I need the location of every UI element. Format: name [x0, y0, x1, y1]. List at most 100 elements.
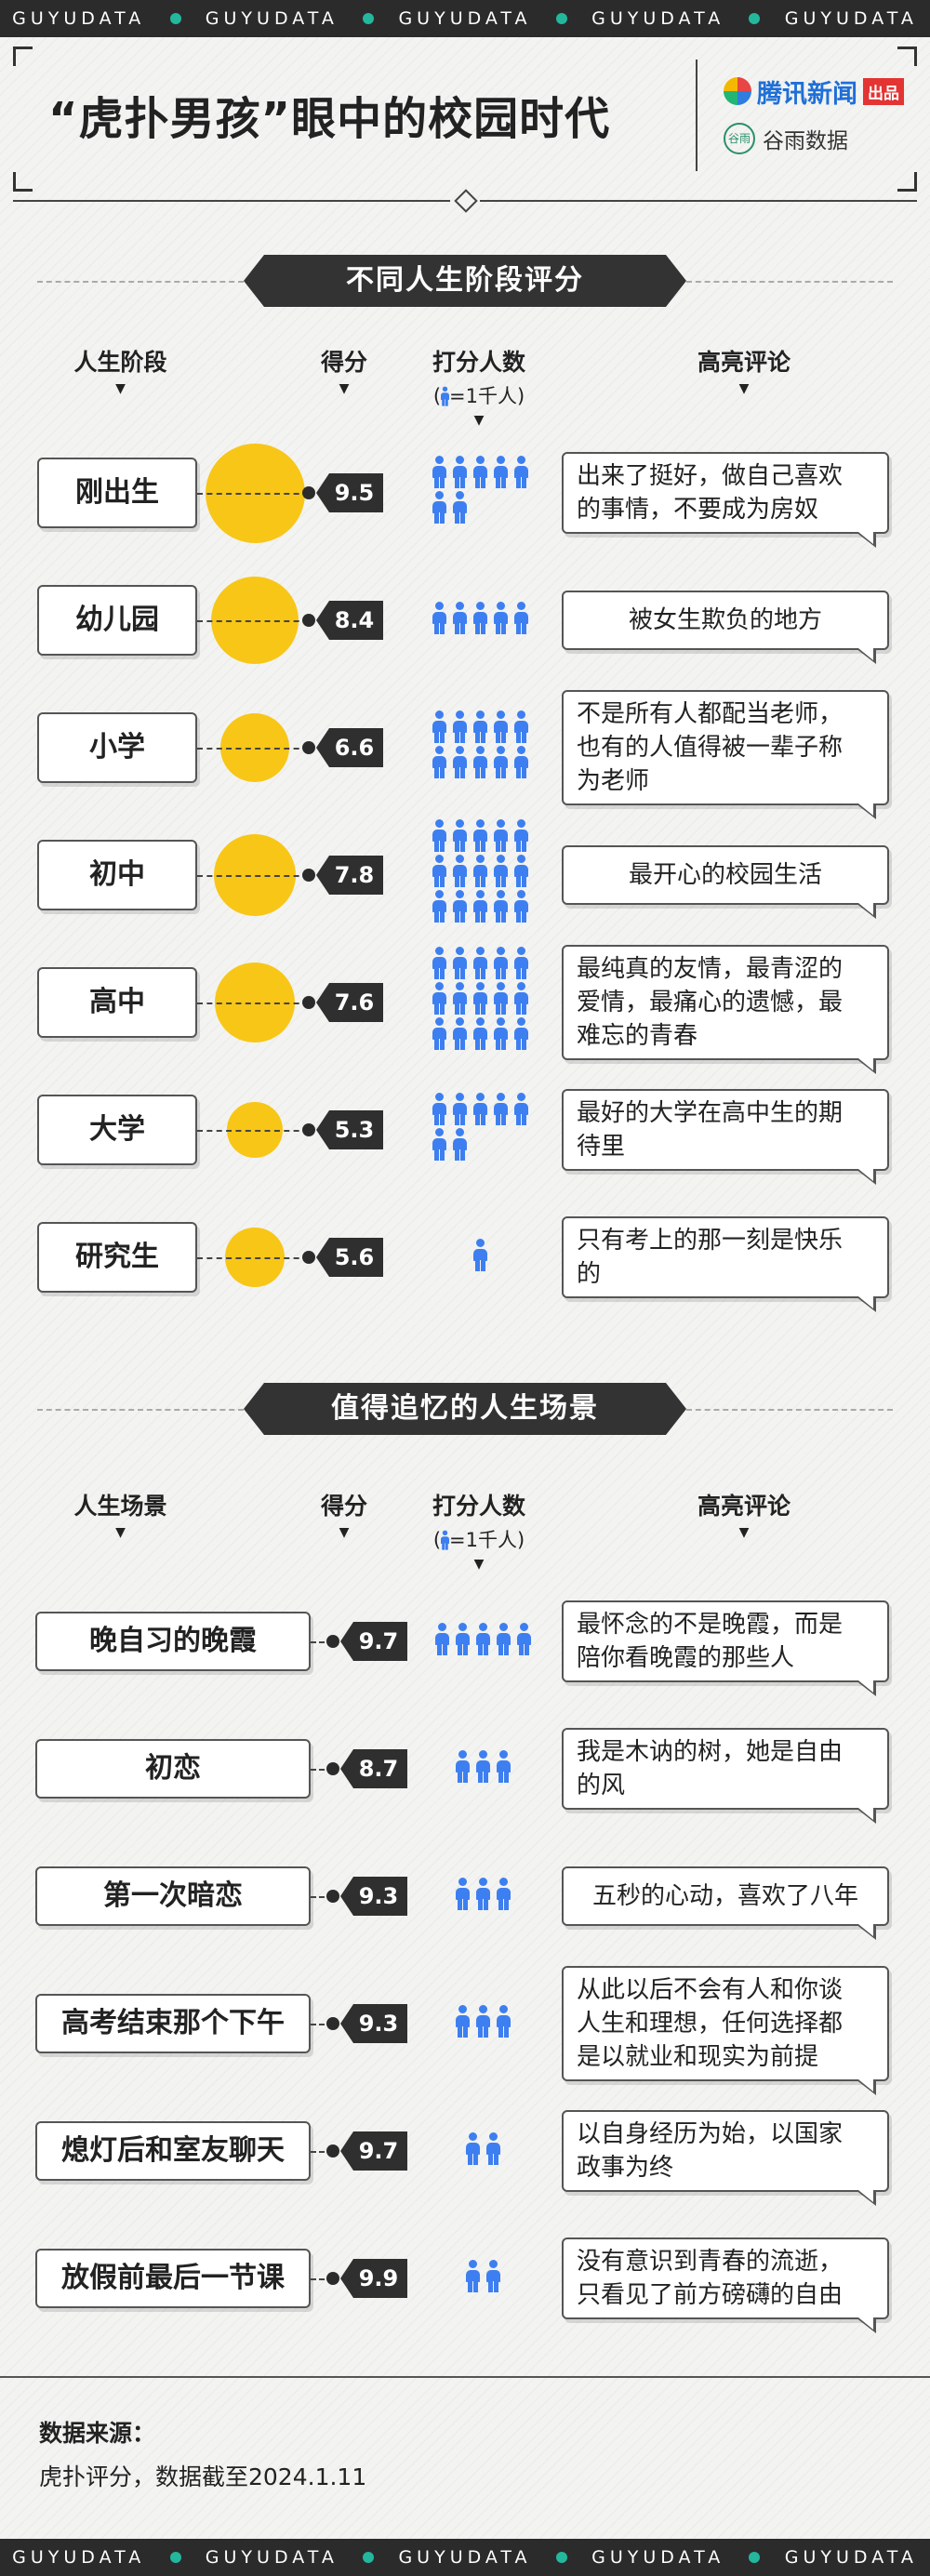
highlight-comment: 最好的大学在高中生的期 待里	[562, 1089, 889, 1185]
person-icon	[471, 602, 490, 637]
section-dash	[686, 1409, 893, 1411]
leader-knob	[326, 1890, 339, 1903]
comment-line: 最纯真的友情，最青涩的	[577, 955, 844, 983]
brand1-name: 腾讯新闻	[757, 79, 857, 109]
person-icon	[450, 1093, 470, 1128]
score-value: 9.7	[340, 2131, 407, 2171]
comment-line: 最怀念的不是晚霞，而是	[577, 1611, 844, 1639]
person-icon	[494, 1623, 513, 1658]
person-icon	[491, 855, 511, 890]
people-unit-text: =1千人	[449, 1529, 517, 1551]
highlight-comment: 最开心的校园生活	[562, 845, 889, 919]
column-header: 得分 ▼	[307, 344, 381, 396]
leader-line	[311, 2151, 333, 2153]
person-icon	[450, 1128, 470, 1163]
corner-mark	[13, 172, 33, 192]
page-title: “虎扑男孩”眼中的校园时代	[48, 93, 611, 145]
leader-line	[197, 1257, 309, 1259]
leader-line	[311, 1641, 333, 1643]
person-icon	[430, 710, 449, 746]
row-label: 高中	[37, 967, 197, 1038]
ticker-text: GUYUDATA	[784, 2547, 918, 2568]
person-icon	[430, 982, 449, 1017]
rater-people	[453, 1878, 555, 1913]
person-icon	[494, 1878, 513, 1913]
person-icon	[471, 1239, 490, 1274]
person-icon	[512, 1093, 531, 1128]
brand1-tag: 出品	[863, 77, 904, 105]
comment-line: 的风	[577, 1772, 626, 1799]
comment-line: 政事为终	[577, 2154, 674, 2182]
people-unit-legend: (=1千人)	[432, 1529, 525, 1551]
ticker-dot-icon	[555, 2552, 567, 2563]
leader-knob	[302, 614, 315, 627]
comment-line: 为老师	[577, 767, 650, 795]
comment-line: 五秒的心动，喜欢了八年	[591, 1882, 858, 1910]
person-icon	[432, 1623, 452, 1658]
chevron-down-icon: ▼	[473, 1557, 485, 1572]
corner-mark	[13, 46, 33, 66]
rater-people	[430, 710, 532, 781]
rater-people	[430, 819, 532, 925]
leader-line	[197, 1130, 309, 1132]
person-icon	[512, 1017, 531, 1053]
ticker-bottom: GUYUDATA GUYUDATA GUYUDATA GUYUDATA GUYUDATA	[0, 2539, 930, 2576]
leader-knob	[302, 1123, 315, 1136]
row-label: 晚自习的晚霞	[35, 1612, 311, 1671]
rater-people	[430, 602, 532, 637]
person-icon	[491, 819, 511, 855]
section-banner: 不同人生阶段评分	[244, 255, 686, 307]
row-label: 第一次暗恋	[35, 1866, 311, 1926]
person-icon	[471, 1017, 490, 1053]
leader-line	[311, 2024, 333, 2025]
score-circle	[227, 1102, 283, 1158]
score-value: 7.8	[316, 856, 383, 895]
corner-mark	[897, 172, 917, 192]
section-dash	[37, 1409, 244, 1411]
row-label: 大学	[37, 1095, 197, 1165]
speech-tail	[856, 2079, 876, 2095]
person-icon	[453, 2005, 472, 2040]
person-icon	[473, 1623, 493, 1658]
person-icon	[491, 982, 511, 1017]
column-header: 打分人数 (=1千人) ▼	[423, 344, 535, 428]
person-icon	[430, 1128, 449, 1163]
person-icon	[471, 710, 490, 746]
comment-line: 人生和理想，任何选择都	[577, 2010, 844, 2038]
column-header: 人生阶段 ▼	[39, 344, 202, 396]
column-header-text: 打分人数	[432, 1493, 525, 1520]
section-dash	[686, 281, 893, 283]
person-icon	[450, 855, 470, 890]
speech-tail	[856, 1296, 876, 1312]
comment-line: 不是所有人都配当老师，	[577, 700, 844, 728]
column-header: 人生场景 ▼	[39, 1488, 202, 1540]
ticker-text: GUYUDATA	[591, 8, 725, 29]
score-circle	[219, 712, 290, 783]
column-header-text: 人生阶段	[73, 349, 167, 376]
person-icon	[512, 855, 531, 890]
comment-line: 最开心的校园生活	[628, 861, 822, 889]
ticker-dot-icon	[363, 13, 375, 24]
score-circle	[210, 576, 299, 665]
speech-tail	[856, 1169, 876, 1185]
rater-people	[463, 2132, 565, 2168]
person-icon	[450, 890, 470, 925]
tencent-logo-icon	[724, 77, 751, 105]
rater-people	[453, 2005, 555, 2040]
section-banner: 值得追忆的人生场景	[244, 1383, 686, 1435]
comment-line: 的事情，不要成为房奴	[577, 496, 819, 524]
chevron-down-icon: ▼	[115, 1525, 126, 1540]
person-icon	[512, 947, 531, 982]
person-icon	[512, 890, 531, 925]
highlight-comment: 没有意识到青春的流逝， 只看见了前方磅礴的自由	[562, 2237, 889, 2333]
score-circle	[214, 834, 296, 916]
column-header: 高亮评论 ▼	[651, 1488, 837, 1540]
person-icon	[471, 456, 490, 491]
person-icon	[430, 1017, 449, 1053]
speech-tail	[856, 1680, 876, 1696]
rater-people	[471, 1239, 573, 1274]
guyu-seal-icon: 谷雨	[724, 123, 755, 154]
leader-line	[197, 748, 309, 750]
person-icon	[471, 947, 490, 982]
person-icon	[471, 890, 490, 925]
